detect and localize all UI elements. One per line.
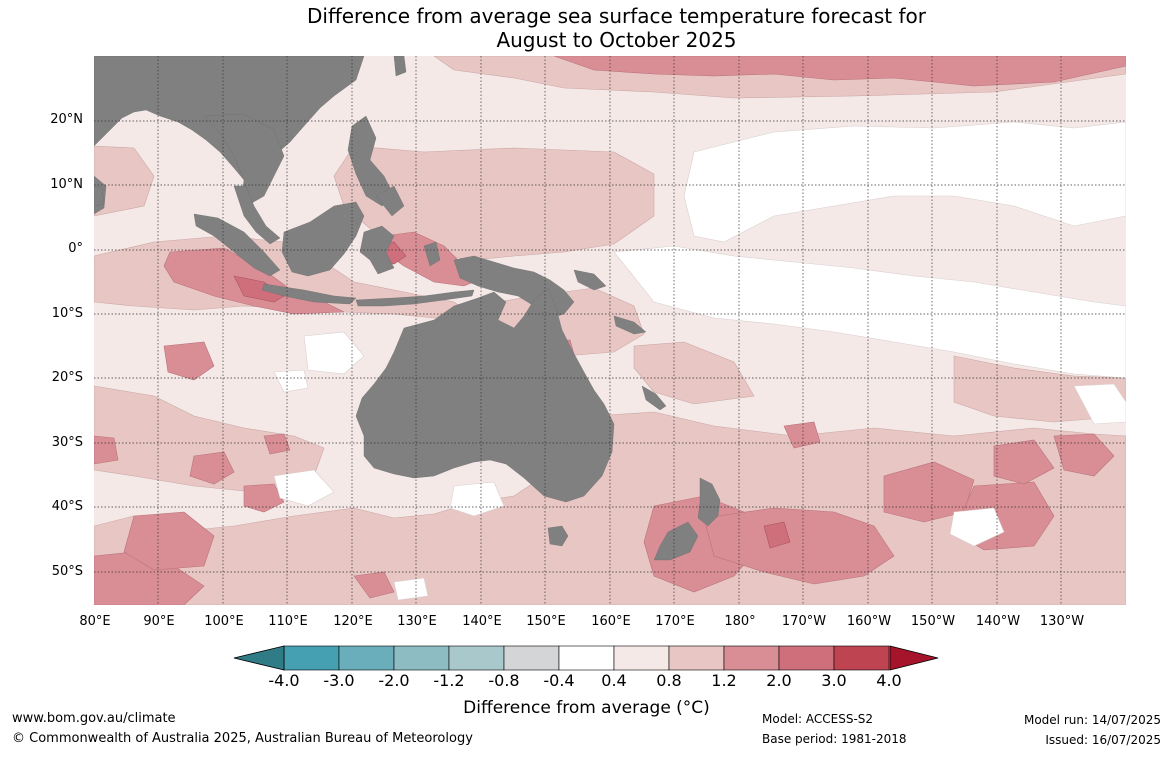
- lon-label-120e: 120°E: [333, 614, 373, 629]
- footer-model-run: Model run: 14/07/2025: [1023, 713, 1161, 727]
- colorbar-segment: [393, 645, 450, 671]
- land-new-zealand-south: [653, 521, 699, 561]
- land-philippines-south: [375, 185, 405, 217]
- land-new-zealand-north: [697, 477, 721, 527]
- lat-label-0: 0°: [68, 241, 83, 256]
- colorbar-segment: [558, 645, 615, 671]
- lat-label-40s: 40°S: [51, 499, 83, 514]
- footer-copyright: © Commonwealth of Australia 2025, Austra…: [12, 731, 473, 746]
- colorbar-tick-label: 1.2: [711, 671, 737, 690]
- lat-label-10n: 10°N: [50, 177, 83, 192]
- lat-label-20n: 20°N: [50, 112, 83, 127]
- colorbar: [233, 645, 939, 671]
- colorbar-segment: [448, 645, 505, 671]
- colorbar-segments: [283, 645, 890, 671]
- colorbar-under-arrow: [233, 645, 285, 671]
- land-new-caledonia: [641, 385, 667, 411]
- colorbar-segment: [833, 645, 890, 671]
- anomaly-band-neutral: [273, 121, 1126, 601]
- colorbar-over-arrow: [889, 645, 939, 671]
- land-malay-peninsula: [233, 185, 281, 245]
- sst-anomaly-map: [94, 56, 1126, 605]
- land-lesser-sunda: [355, 289, 475, 307]
- colorbar-tick-label: 4.0: [876, 671, 902, 690]
- colorbar-tick-label: 0.8: [656, 671, 682, 690]
- colorbar-tick-label: -1.2: [433, 671, 465, 690]
- lon-label-170e: 170°E: [655, 614, 695, 629]
- footer-website: www.bom.gov.au/climate: [12, 711, 176, 726]
- title-line-2: August to October 2025: [496, 28, 737, 52]
- colorbar-segment: [778, 645, 835, 671]
- land: [94, 56, 721, 561]
- footer-model: Model: ACCESS-S2: [762, 712, 874, 726]
- lon-label-130e: 130°E: [397, 614, 437, 629]
- lon-label-100e: 100°E: [204, 614, 244, 629]
- lat-label-10s: 10°S: [51, 306, 83, 321]
- land-solomons: [613, 315, 647, 335]
- land-sumatra: [193, 213, 281, 277]
- lon-label-140w: 140°W: [975, 614, 1021, 629]
- land-borneo: [281, 201, 365, 277]
- colorbar-tick-label: -3.0: [323, 671, 355, 690]
- lon-label-160w: 160°W: [846, 614, 892, 629]
- lat-label-30s: 30°S: [51, 435, 83, 450]
- colorbar-segment: [668, 645, 725, 671]
- land-halmahera: [423, 241, 441, 267]
- lon-label-110e: 110°E: [268, 614, 308, 629]
- colorbar-tick-label: 3.0: [821, 671, 847, 690]
- colorbar-segment: [723, 645, 780, 671]
- map-title: Difference from average sea surface temp…: [0, 4, 1173, 52]
- land-taiwan: [393, 56, 407, 77]
- land-indochina: [203, 113, 285, 205]
- lon-label-130w: 130°W: [1039, 614, 1085, 629]
- lon-label-80e: 80°E: [79, 614, 111, 629]
- land-bismarck: [573, 269, 607, 291]
- colorbar-tick-label: -2.0: [378, 671, 410, 690]
- colorbar-tick-label: -0.4: [543, 671, 575, 690]
- lon-label-180: 180°: [724, 614, 756, 629]
- lat-label-50s: 50°S: [51, 564, 83, 579]
- lat-label-20s: 20°S: [51, 370, 83, 385]
- footer-base-period: Base period: 1981-2018: [762, 732, 907, 746]
- lon-label-90e: 90°E: [143, 614, 175, 629]
- land-australia: [355, 287, 615, 503]
- lon-label-170w: 170°W: [781, 614, 827, 629]
- lon-label-150w: 150°W: [910, 614, 956, 629]
- colorbar-tick-label: -4.0: [268, 671, 300, 690]
- lon-label-160e: 160°E: [591, 614, 631, 629]
- colorbar-tick-label: 0.4: [601, 671, 627, 690]
- colorbar-title: Difference from average (°C): [463, 698, 710, 718]
- colorbar-segment: [338, 645, 395, 671]
- colorbar-segment: [613, 645, 670, 671]
- land-java: [261, 283, 357, 305]
- colorbar-tick-label: 2.0: [766, 671, 792, 690]
- colorbar-tick-label: -0.8: [488, 671, 520, 690]
- graticule: [94, 56, 1126, 605]
- footer-issued: Issued: 16/07/2025: [1045, 733, 1161, 747]
- title-line-1: Difference from average sea surface temp…: [306, 4, 926, 28]
- lon-label-150e: 150°E: [526, 614, 566, 629]
- lon-label-140e: 140°E: [462, 614, 502, 629]
- land-tasmania: [547, 525, 569, 547]
- land-sri-lanka: [94, 185, 105, 207]
- colorbar-segment: [503, 645, 560, 671]
- colorbar-segment: [283, 645, 340, 671]
- land-sulawesi: [359, 225, 395, 275]
